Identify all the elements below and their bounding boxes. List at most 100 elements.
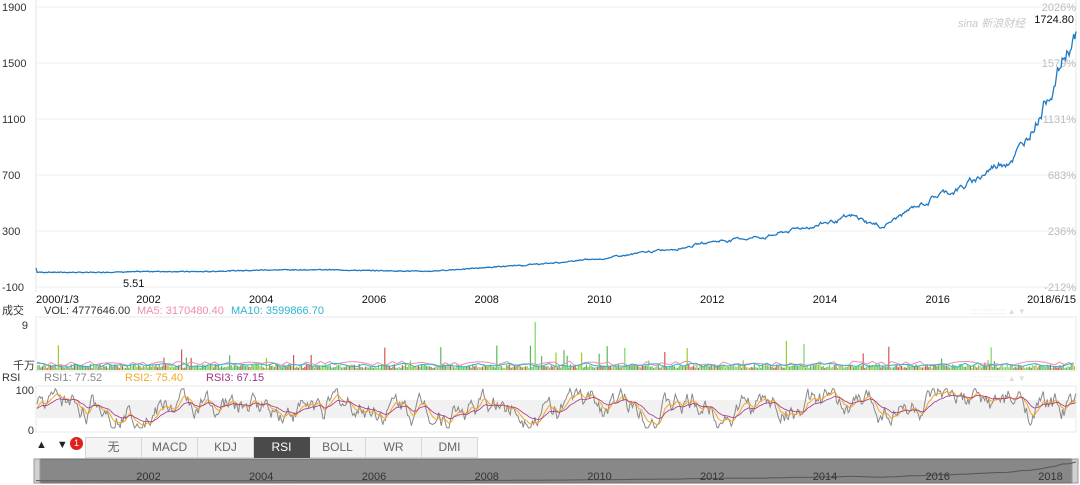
volume-bar <box>873 366 875 370</box>
volume-bar <box>529 345 531 370</box>
volume-bar <box>837 367 839 370</box>
volume-bar <box>361 367 363 370</box>
x-tick-label: 2008 <box>474 294 498 306</box>
volume-bar <box>585 364 587 370</box>
volume-bar <box>1019 365 1021 370</box>
volume-bar <box>617 364 619 370</box>
volume-bar <box>387 365 389 370</box>
volume-bar <box>886 366 888 370</box>
volume-bar <box>85 366 87 370</box>
volume-bar <box>600 364 602 370</box>
volume-bar <box>878 364 880 370</box>
volume-panel-controls[interactable]: :::::::::::::::: ▲ ▼ <box>970 307 1026 316</box>
tab-wr[interactable]: WR <box>366 437 422 458</box>
navigator-tick-label: 2018 <box>1038 471 1062 483</box>
volume-bar <box>888 346 890 370</box>
volume-bar <box>598 353 600 370</box>
volume-bar <box>61 364 63 370</box>
navigator-left-handle[interactable] <box>33 458 41 484</box>
tab-rsi[interactable]: RSI <box>254 437 310 458</box>
volume-bar <box>158 364 160 370</box>
volume-bar <box>209 364 211 370</box>
volume-bar <box>1005 367 1007 370</box>
volume-bar <box>896 364 898 370</box>
volume-bar <box>57 345 59 370</box>
volume-bar <box>990 347 992 370</box>
volume-bar <box>430 367 432 370</box>
volume-bar <box>912 364 914 370</box>
volume-bar <box>672 365 674 370</box>
range-navigator[interactable] <box>35 458 1077 484</box>
volume-bar <box>856 367 858 370</box>
volume-bar <box>456 364 458 370</box>
volume-bar <box>702 366 704 370</box>
up-arrow-icon[interactable]: ▲ <box>36 439 47 451</box>
volume-bar <box>70 364 72 370</box>
volume-bar <box>481 366 483 370</box>
volume-bar <box>806 365 808 370</box>
volume-bar <box>73 364 75 370</box>
volume-bar <box>1016 367 1018 370</box>
volume-bar <box>117 366 119 370</box>
rsi-panel-controls[interactable]: :::::::::::::::: ▲ ▼ <box>970 374 1026 383</box>
volume-bar <box>1035 364 1037 370</box>
volume-bar <box>813 364 815 370</box>
volume-bar <box>521 367 523 370</box>
volume-bar <box>665 366 667 370</box>
volume-bar <box>128 367 130 370</box>
tab-boll[interactable]: BOLL <box>310 437 366 458</box>
volume-bar <box>953 365 955 370</box>
volume-bar <box>397 367 399 370</box>
volume-bar <box>937 365 939 370</box>
volume-bar <box>845 367 847 370</box>
volume-bar <box>165 364 167 370</box>
volume-bar <box>931 367 933 370</box>
tab-macd[interactable]: MACD <box>142 437 198 458</box>
volume-bar <box>267 367 269 370</box>
tab-无[interactable]: 无 <box>85 437 142 458</box>
volume-bar <box>723 364 725 370</box>
volume-y-top: 9 <box>22 320 28 332</box>
volume-bar <box>982 365 984 370</box>
y-tick-label: 1900 <box>2 2 26 14</box>
volume-bar <box>472 364 474 370</box>
volume-bar <box>141 367 143 370</box>
volume-bar <box>968 365 970 370</box>
volume-bar <box>643 366 645 370</box>
volume-bar <box>1006 365 1008 370</box>
volume-bar <box>547 366 549 370</box>
volume-bar <box>331 367 333 370</box>
volume-bar <box>934 365 936 370</box>
tab-kdj[interactable]: KDJ <box>198 437 254 458</box>
volume-bar <box>755 367 757 370</box>
volume-bar <box>1054 366 1056 370</box>
volume-bar <box>688 364 690 370</box>
volume-bar <box>664 352 666 370</box>
volume-bar <box>112 366 114 370</box>
x-tick-label: 2010 <box>587 294 611 306</box>
volume-bar <box>555 352 557 370</box>
volume-bar <box>123 367 125 370</box>
volume-bar <box>150 366 152 370</box>
tab-dmi[interactable]: DMI <box>422 437 478 458</box>
volume-bar <box>305 364 307 370</box>
volume-bar <box>969 366 971 370</box>
down-arrow-icon[interactable]: ▼ <box>56 439 68 451</box>
volume-bar <box>187 364 189 370</box>
volume-bar <box>270 365 272 370</box>
volume-bar <box>118 367 120 370</box>
volume-bar <box>312 366 314 370</box>
volume-bar <box>512 367 514 370</box>
volume-bar <box>923 366 925 370</box>
volume-bar <box>627 365 629 370</box>
volume-bar <box>38 365 40 370</box>
price-series-line <box>35 31 1077 274</box>
volume-bar <box>533 365 535 370</box>
volume-bar <box>654 367 656 370</box>
volume-bar <box>833 365 835 370</box>
volume-bar <box>942 364 944 370</box>
volume-bar <box>301 365 303 370</box>
volume-bar <box>718 366 720 370</box>
navigator-right-handle[interactable] <box>1071 458 1079 484</box>
rsi-y-top: 100 <box>16 385 34 397</box>
